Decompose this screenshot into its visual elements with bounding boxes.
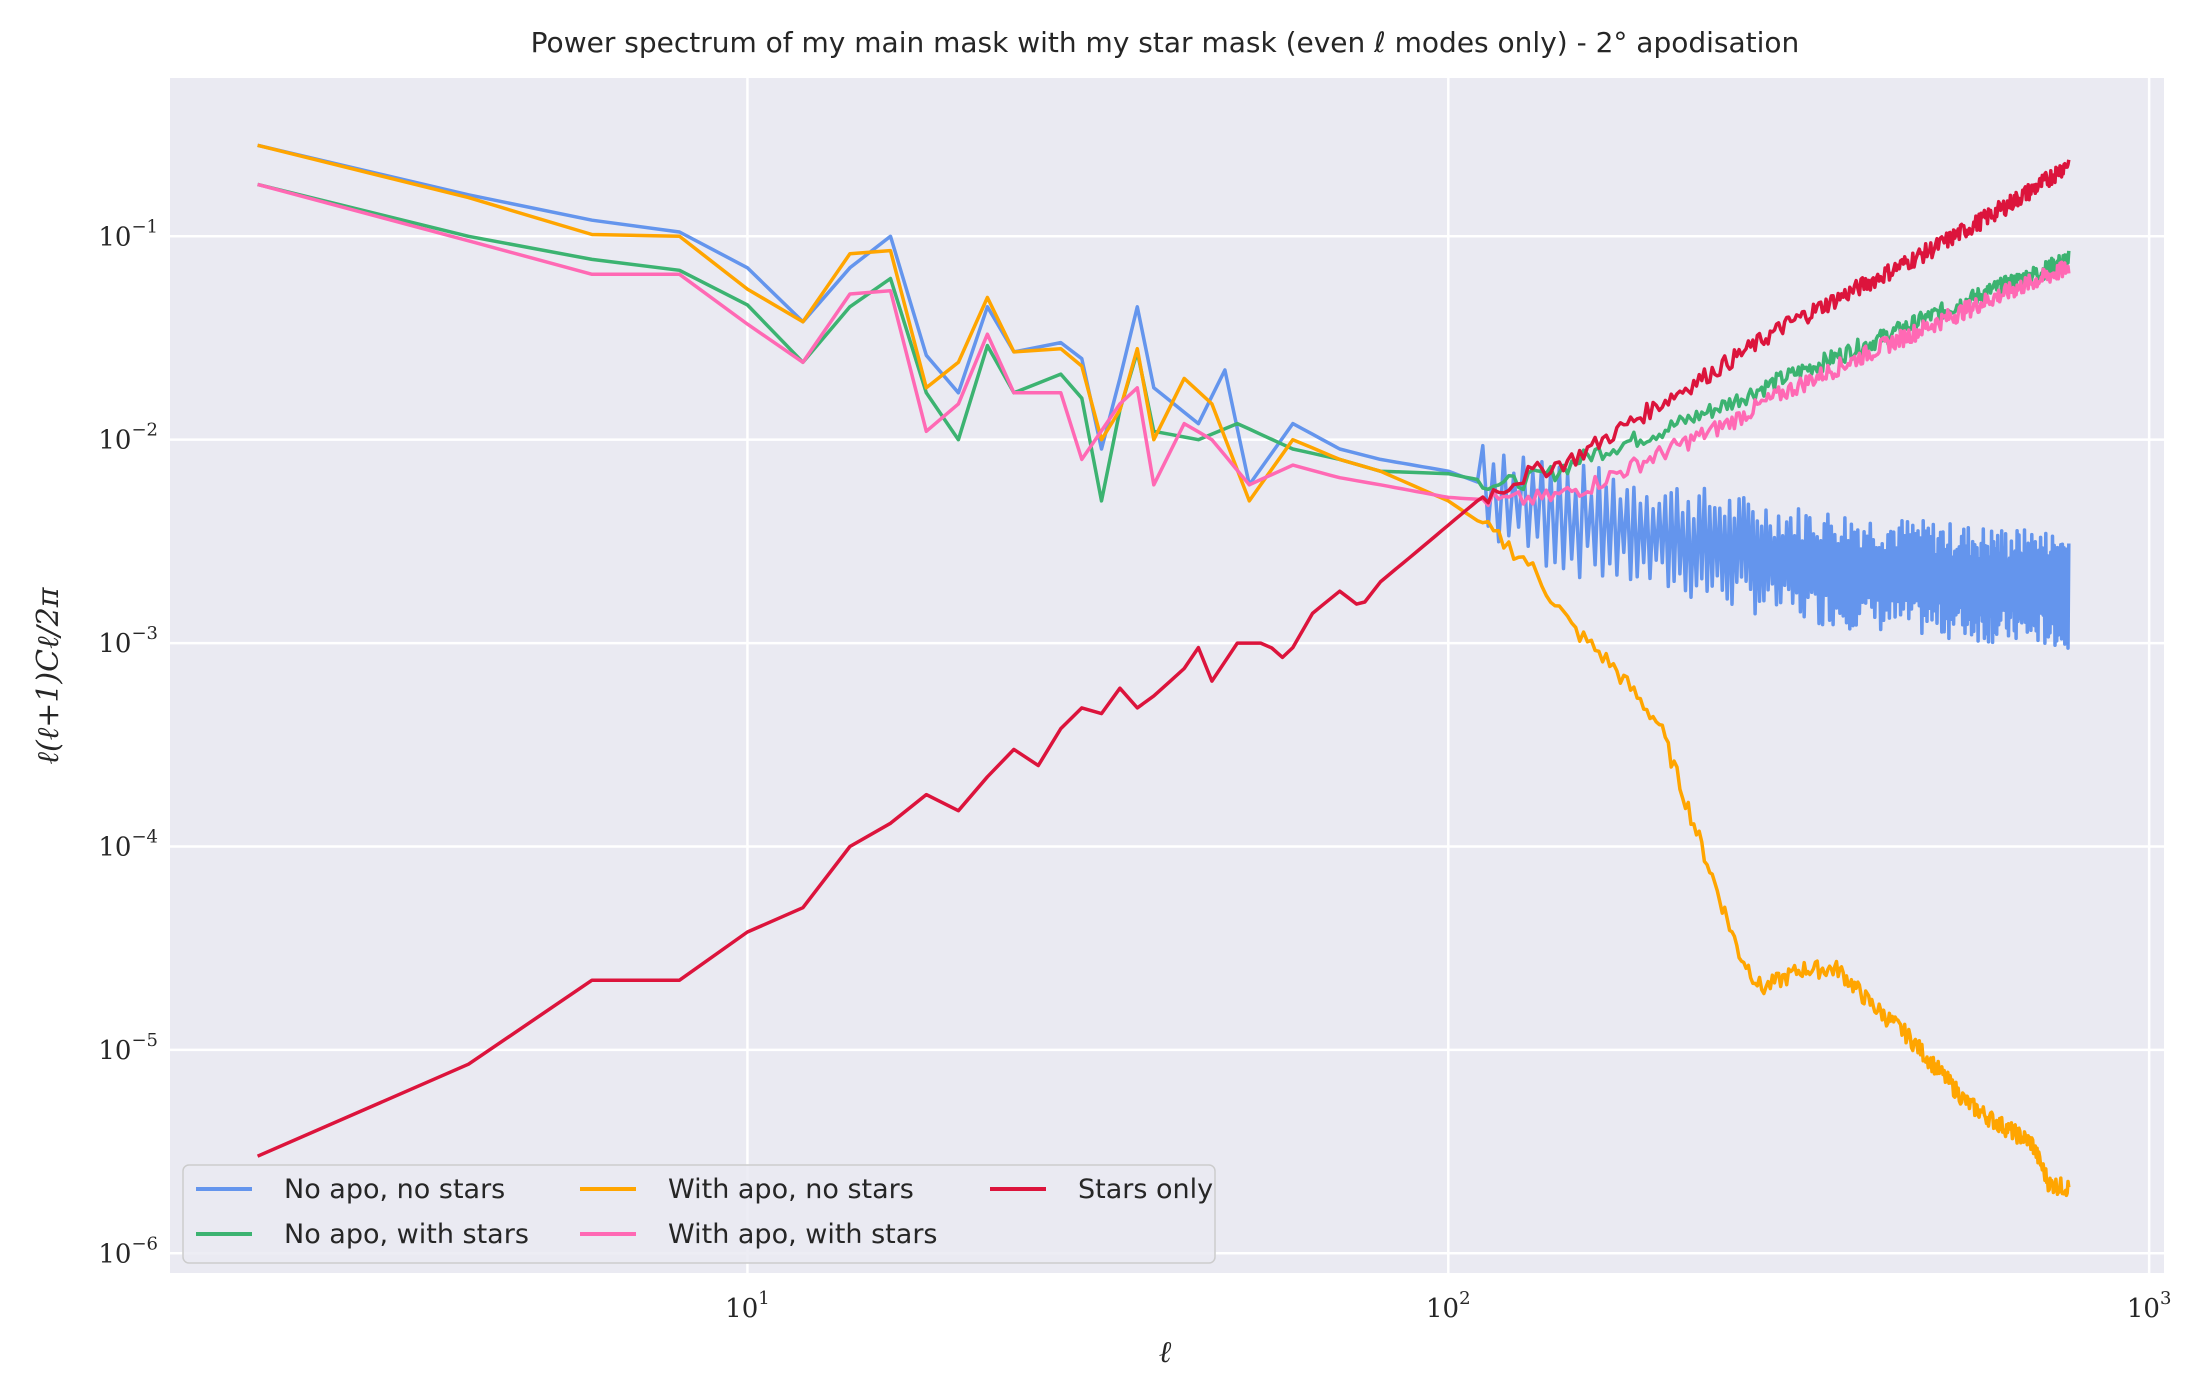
y-tick-label: 10−2 (98, 420, 158, 456)
series-line-3 (257, 182, 2071, 508)
x-tick-label: 103 (2127, 1288, 2172, 1324)
legend-label: No apo, with stars (284, 1219, 529, 1250)
y-tick-label: 10−4 (98, 826, 158, 862)
chart-title: Power spectrum of my main mask with my s… (531, 26, 1800, 59)
plot-area (170, 78, 2164, 1273)
x-tick-label: 102 (1426, 1288, 1471, 1324)
legend-label: Stars only (1078, 1174, 1213, 1205)
y-tick-label: 10−3 (98, 623, 158, 659)
y-axis-label: ℓ(ℓ+1)Cℓ/2π (31, 586, 66, 764)
y-tick-label: 10−5 (98, 1030, 158, 1066)
legend-label: With apo, no stars (668, 1174, 914, 1205)
legend-label: With apo, with stars (668, 1219, 938, 1250)
legend-label: No apo, no stars (284, 1174, 505, 1205)
series-group (256, 143, 2071, 1198)
legend: No apo, no stars No apo, with stars With a… (182, 1164, 1216, 1264)
series-line-2 (257, 143, 2071, 1198)
y-tick-label: 10−6 (98, 1233, 158, 1269)
x-axis-label: ℓ (1159, 1335, 1172, 1370)
legend-box (182, 1164, 1216, 1264)
ticks: 101 102 103 10−6 10−5 10−4 10−3 10−2 10−1 (98, 216, 2171, 1324)
series-line-1 (257, 182, 2071, 503)
x-tick-label: 101 (725, 1288, 770, 1324)
y-tick-label: 10−1 (98, 216, 158, 252)
series-line-0 (257, 143, 2071, 650)
series-line-4 (256, 159, 2071, 1158)
